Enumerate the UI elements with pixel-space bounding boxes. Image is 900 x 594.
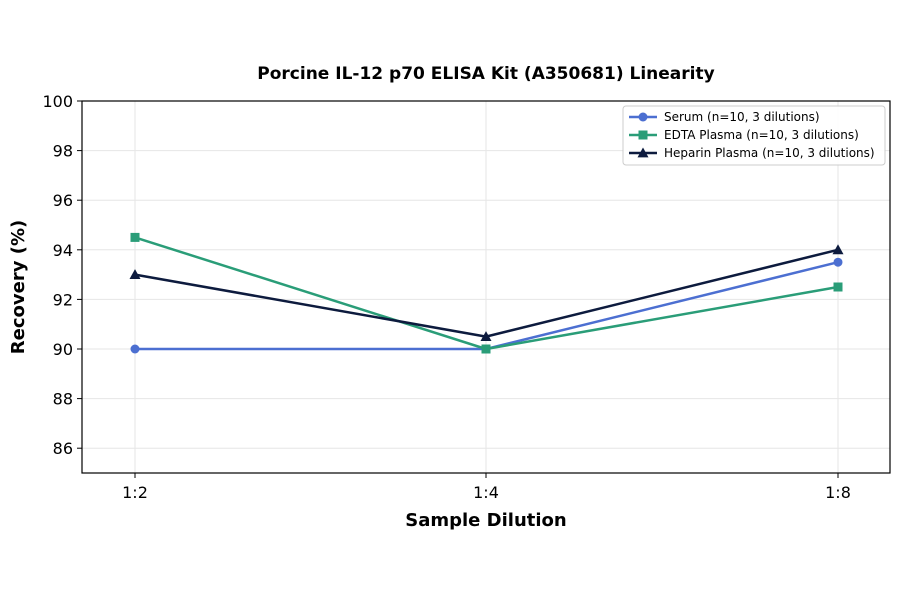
y-tick-label: 100 <box>42 92 73 111</box>
x-tick-label: 1:8 <box>825 483 851 502</box>
data-point <box>129 269 141 279</box>
series-2 <box>129 244 844 341</box>
legend-item: EDTA Plasma (n=10, 3 dilutions) <box>629 128 859 142</box>
series-1 <box>130 232 843 354</box>
legend-marker <box>637 147 649 158</box>
legend: Serum (n=10, 3 dilutions) EDTA Plasma (n=… <box>622 105 886 166</box>
axes: 86 88 90 92 94 96 98 100 1:2 1:4 1:8 <box>42 92 850 502</box>
data-point <box>130 344 140 354</box>
data-point <box>130 232 140 242</box>
plot-series <box>129 232 844 354</box>
legend-label: Heparin Plasma (n=10, 3 dilutions) <box>664 146 875 160</box>
legend-label: EDTA Plasma (n=10, 3 dilutions) <box>664 128 859 142</box>
legend-box <box>622 105 886 166</box>
chart-title: Porcine IL-12 p70 ELISA Kit (A350681) Li… <box>257 64 714 84</box>
data-point <box>833 282 843 292</box>
y-tick-label: 90 <box>53 340 73 359</box>
data-point <box>832 244 844 255</box>
data-point <box>833 257 843 267</box>
legend-marker <box>638 130 648 140</box>
y-axis-label: Recovery (%) <box>8 220 29 354</box>
legend-marker <box>638 112 648 122</box>
data-point <box>481 344 491 354</box>
x-tick-label: 1:2 <box>122 483 148 502</box>
legend-label: Serum (n=10, 3 dilutions) <box>664 110 820 124</box>
y-tick-label: 98 <box>53 142 73 161</box>
x-axis-label: Sample Dilution <box>405 510 566 531</box>
legend-item: Heparin Plasma (n=10, 3 dilutions) <box>629 146 875 160</box>
data-point <box>480 331 492 341</box>
y-tick-label: 94 <box>53 241 73 260</box>
y-tick-label: 86 <box>53 439 73 458</box>
x-tick-label: 1:4 <box>473 483 499 502</box>
y-tick-label: 96 <box>53 191 73 210</box>
y-tick-label: 88 <box>53 390 73 409</box>
legend-item: Serum (n=10, 3 dilutions) <box>629 110 820 124</box>
y-tick-label: 92 <box>53 290 73 309</box>
